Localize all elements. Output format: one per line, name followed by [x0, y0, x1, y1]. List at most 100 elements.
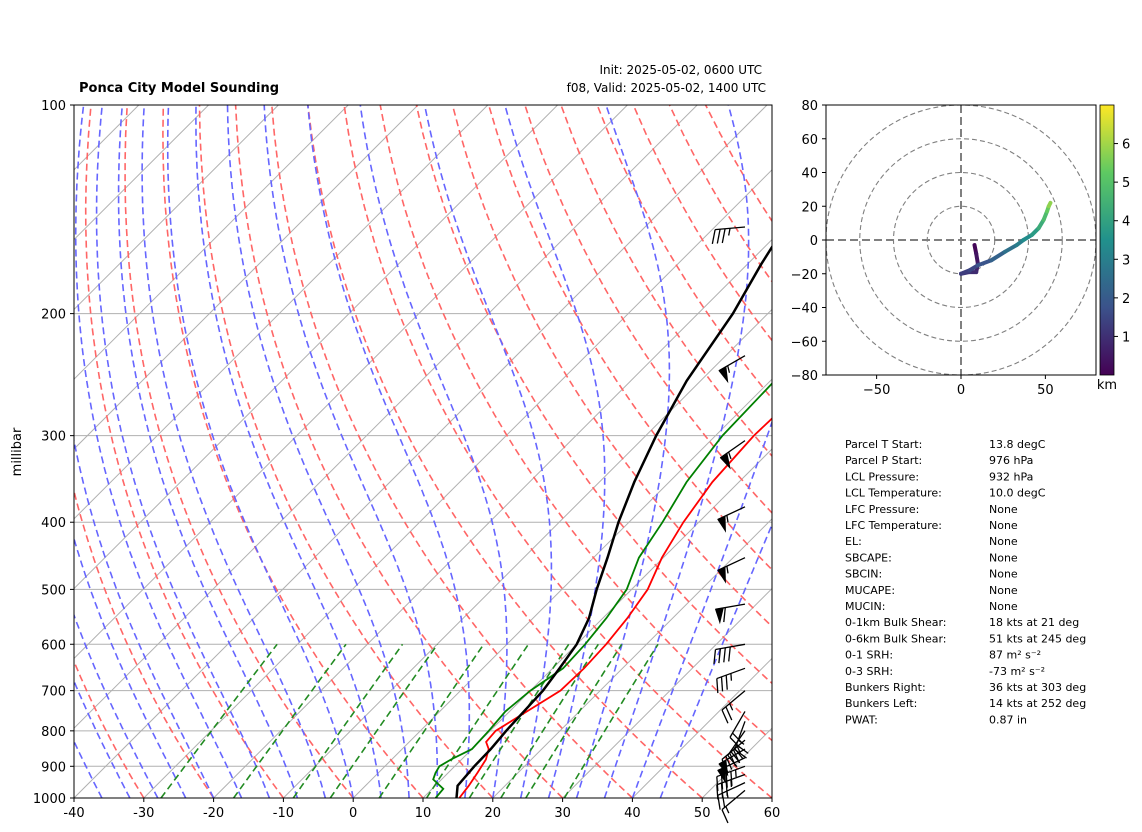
moist-adiabat	[74, 437, 215, 798]
isotherm-line	[74, 105, 489, 520]
isotherm-line	[562, 587, 772, 798]
moist-adiabat	[195, 105, 382, 798]
wind-barb	[721, 690, 746, 724]
param-label: 0-3 SRH:	[845, 665, 893, 678]
param-value: 13.8 degC	[989, 438, 1046, 451]
sounding-parameters: Parcel T Start: 13.8 degC Parcel P Start: 9…	[845, 438, 1086, 726]
x-tick-label: 0	[349, 806, 357, 821]
colorbar-tick-label: 1	[1122, 330, 1130, 345]
dry-adiabat	[596, 105, 772, 400]
wind-barb	[718, 355, 746, 384]
moist-adiabat	[226, 105, 410, 798]
dry-adiabat	[74, 659, 145, 798]
wind-barb	[716, 667, 746, 694]
moist-adiabat	[603, 105, 750, 798]
param-value: None	[989, 584, 1018, 597]
param-label: PWAT:	[845, 713, 878, 726]
y-tick-label: 100	[41, 99, 66, 114]
y-axis-label: millibar	[10, 427, 25, 476]
hodo-y-tick-label: 40	[801, 167, 818, 182]
dry-adiabat	[704, 105, 772, 223]
hodo-x-tick-label: 0	[957, 383, 965, 398]
moist-adiabat	[74, 612, 159, 798]
dry-adiabat	[487, 105, 772, 571]
wind-barb	[714, 603, 746, 625]
hodo-y-tick-label: −40	[791, 302, 818, 317]
y-tick-label: 1000	[33, 792, 66, 807]
wind-barbs	[711, 226, 749, 824]
isotherm-line	[74, 105, 628, 660]
param-value: None	[989, 600, 1018, 613]
wind-barb	[713, 643, 746, 665]
param-label: LFC Pressure:	[845, 503, 919, 516]
param-value: None	[989, 551, 1018, 564]
speed-ring	[859, 138, 1063, 342]
dry-adiabat	[379, 105, 772, 742]
param-label: EL:	[845, 535, 862, 548]
param-value: 932 hPa	[989, 470, 1033, 483]
param-label: SBCIN:	[845, 568, 882, 581]
isotherm-line	[701, 727, 772, 798]
param-value: 87 m² s⁻²	[989, 649, 1041, 662]
hodograph-segment	[975, 258, 994, 268]
colorbar-tick-label: 6	[1122, 138, 1130, 153]
param-label: 0-6km Bulk Shear:	[845, 632, 947, 645]
param-label: Bunkers Left:	[845, 697, 917, 710]
param-value: 0.87 in	[989, 713, 1027, 726]
moist-adiabat	[631, 419, 772, 798]
param-label: 0-1 SRH:	[845, 649, 893, 662]
param-value: None	[989, 503, 1018, 516]
x-tick-label: -30	[133, 806, 154, 821]
hodo-y-tick-label: 20	[801, 200, 818, 215]
colorbar-tick-label: 4	[1122, 215, 1130, 230]
x-tick-label: 60	[764, 806, 781, 821]
colorbar-ticks: 1 2 3 4 5 6	[1114, 138, 1130, 345]
mixing-ratio-line	[378, 643, 485, 798]
moist-adiabat	[423, 105, 553, 798]
wind-barb	[717, 506, 746, 533]
param-label: LCL Temperature:	[845, 487, 942, 500]
colorbar-tick-label: 2	[1122, 292, 1130, 307]
y-tick-label: 900	[41, 760, 66, 775]
x-tick-label: -10	[273, 806, 294, 821]
hodo-y-tick-label: 0	[810, 234, 818, 249]
colorbar	[1099, 104, 1115, 376]
param-label: Parcel P Start:	[845, 454, 922, 467]
param-label: SBCAPE:	[845, 551, 892, 564]
hodo-x-tick-label: −50	[863, 383, 890, 398]
mixing-ratio-line	[525, 643, 623, 798]
x-tick-label: 40	[624, 806, 641, 821]
y-tick-label: 300	[41, 430, 66, 445]
hodograph-segment	[1002, 243, 1019, 254]
mixing-ratio-line	[292, 643, 404, 798]
hodo-y-tick-label: −20	[791, 268, 818, 283]
wind-barb	[721, 789, 746, 824]
moist-adiabat	[95, 105, 271, 798]
isotherm-line	[283, 308, 772, 798]
dry-adiabat	[415, 105, 772, 685]
dry-adiabat	[74, 487, 215, 798]
wind-barb	[717, 782, 746, 810]
param-value: 14 kts at 252 deg	[989, 697, 1086, 710]
dry-adiabat	[560, 105, 772, 458]
wind-barb	[717, 557, 746, 584]
y-tick-label: 800	[41, 725, 66, 740]
moist-adiabat	[504, 105, 606, 798]
dry-adiabat	[162, 105, 424, 798]
dry-adiabat	[524, 105, 772, 515]
skewt-background-lines	[74, 105, 772, 798]
y-tick-label: 400	[41, 516, 66, 531]
param-value: 36 kts at 303 deg	[989, 681, 1086, 694]
mixing-ratio-line	[563, 643, 659, 798]
skewt-ticks: -40 -30 -20 -10 0 10 20 30 40 50 60 1000 900 800 700 60…	[33, 99, 780, 821]
init-time: Init: 2025-05-02, 0600 UTC	[599, 63, 762, 77]
mixing-ratio-line	[329, 643, 439, 798]
mixing-ratio-line	[232, 643, 347, 798]
moist-adiabat	[575, 105, 671, 798]
param-value: None	[989, 535, 1018, 548]
hodo-y-tick-label: 80	[801, 99, 818, 114]
param-label: 0-1km Bulk Shear:	[845, 616, 947, 629]
hodograph-trace	[959, 200, 1053, 276]
isotherm-line	[352, 378, 772, 798]
hodograph-segment	[989, 249, 1007, 263]
